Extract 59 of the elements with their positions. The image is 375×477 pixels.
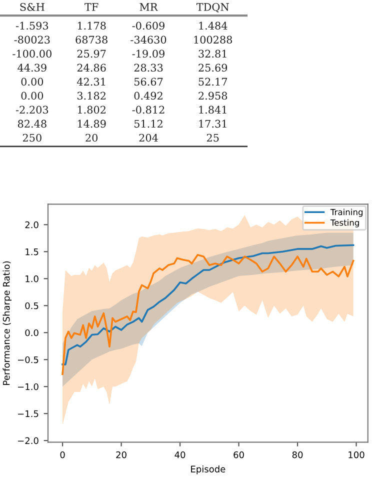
text: 3.182 [77, 92, 106, 100]
text: 68738 [76, 36, 108, 44]
text: 24.86 [77, 64, 106, 72]
x-tick-label: 100 [348, 451, 364, 458]
text: 0.00 [21, 78, 44, 86]
x-tick-label: 80 [292, 451, 303, 458]
y-tick-label: 1.5 [26, 248, 38, 256]
text: -0.812 [132, 106, 164, 114]
y-tick-label: −2.0 [18, 437, 38, 444]
text: 44.39 [18, 64, 46, 72]
legend-label: Training [330, 208, 363, 217]
text: TF [84, 3, 98, 11]
text: -80023 [14, 36, 50, 44]
text: 1.802 [78, 106, 106, 114]
text: 28.33 [134, 64, 163, 72]
text: 2.958 [198, 92, 228, 100]
y-tick-label: 0.0 [25, 329, 38, 336]
text: 1.841 [199, 106, 226, 114]
text: MR [140, 3, 158, 11]
x-tick-label: 60 [234, 451, 244, 458]
y-tick-label: 1.0 [26, 275, 38, 282]
text: 56.67 [134, 78, 163, 86]
text: -19.09 [132, 50, 164, 58]
y-tick-label: −1.0 [18, 383, 38, 390]
text: 32.81 [198, 50, 226, 58]
x-tick-label: 40 [174, 451, 186, 458]
y-tick-label: 0.5 [25, 302, 38, 310]
text: -1.593 [16, 22, 48, 30]
y-tick-label: −0.5 [18, 356, 38, 364]
text: S&H [20, 3, 44, 11]
text: 250 [22, 134, 42, 142]
y-tick-label: −1.5 [18, 410, 38, 418]
y-axis-title: Performance (Sharpe Ratio) [2, 261, 12, 385]
text: 52.17 [198, 78, 228, 86]
text: 204 [139, 134, 158, 142]
legend-label: Testing [330, 219, 359, 228]
text: 42.31 [76, 78, 106, 86]
text: 0.00 [21, 92, 44, 100]
x-tick-label: 0 [60, 451, 65, 458]
text: 0.492 [134, 92, 162, 100]
text: -100.00 [12, 50, 52, 58]
text: 20 [86, 134, 98, 142]
text: 1.178 [78, 22, 106, 30]
text: 14.89 [78, 120, 106, 128]
x-tick-label: 20 [116, 451, 126, 458]
x-axis-title: Episode [191, 466, 226, 474]
text: 17.31 [199, 120, 226, 128]
y-tick-label: 2.0 [25, 221, 38, 228]
text: TDQN [196, 3, 229, 12]
text: 82.48 [18, 120, 46, 128]
text: 25.69 [198, 64, 228, 72]
text: -0.609 [132, 22, 164, 30]
text: 1.484 [199, 22, 228, 30]
text: 100288 [194, 36, 232, 44]
text: -34630 [130, 36, 166, 44]
text: 25 [206, 134, 219, 142]
text: 25.97 [77, 50, 106, 58]
text: -2.203 [16, 106, 48, 114]
text: 51.12 [134, 120, 162, 128]
